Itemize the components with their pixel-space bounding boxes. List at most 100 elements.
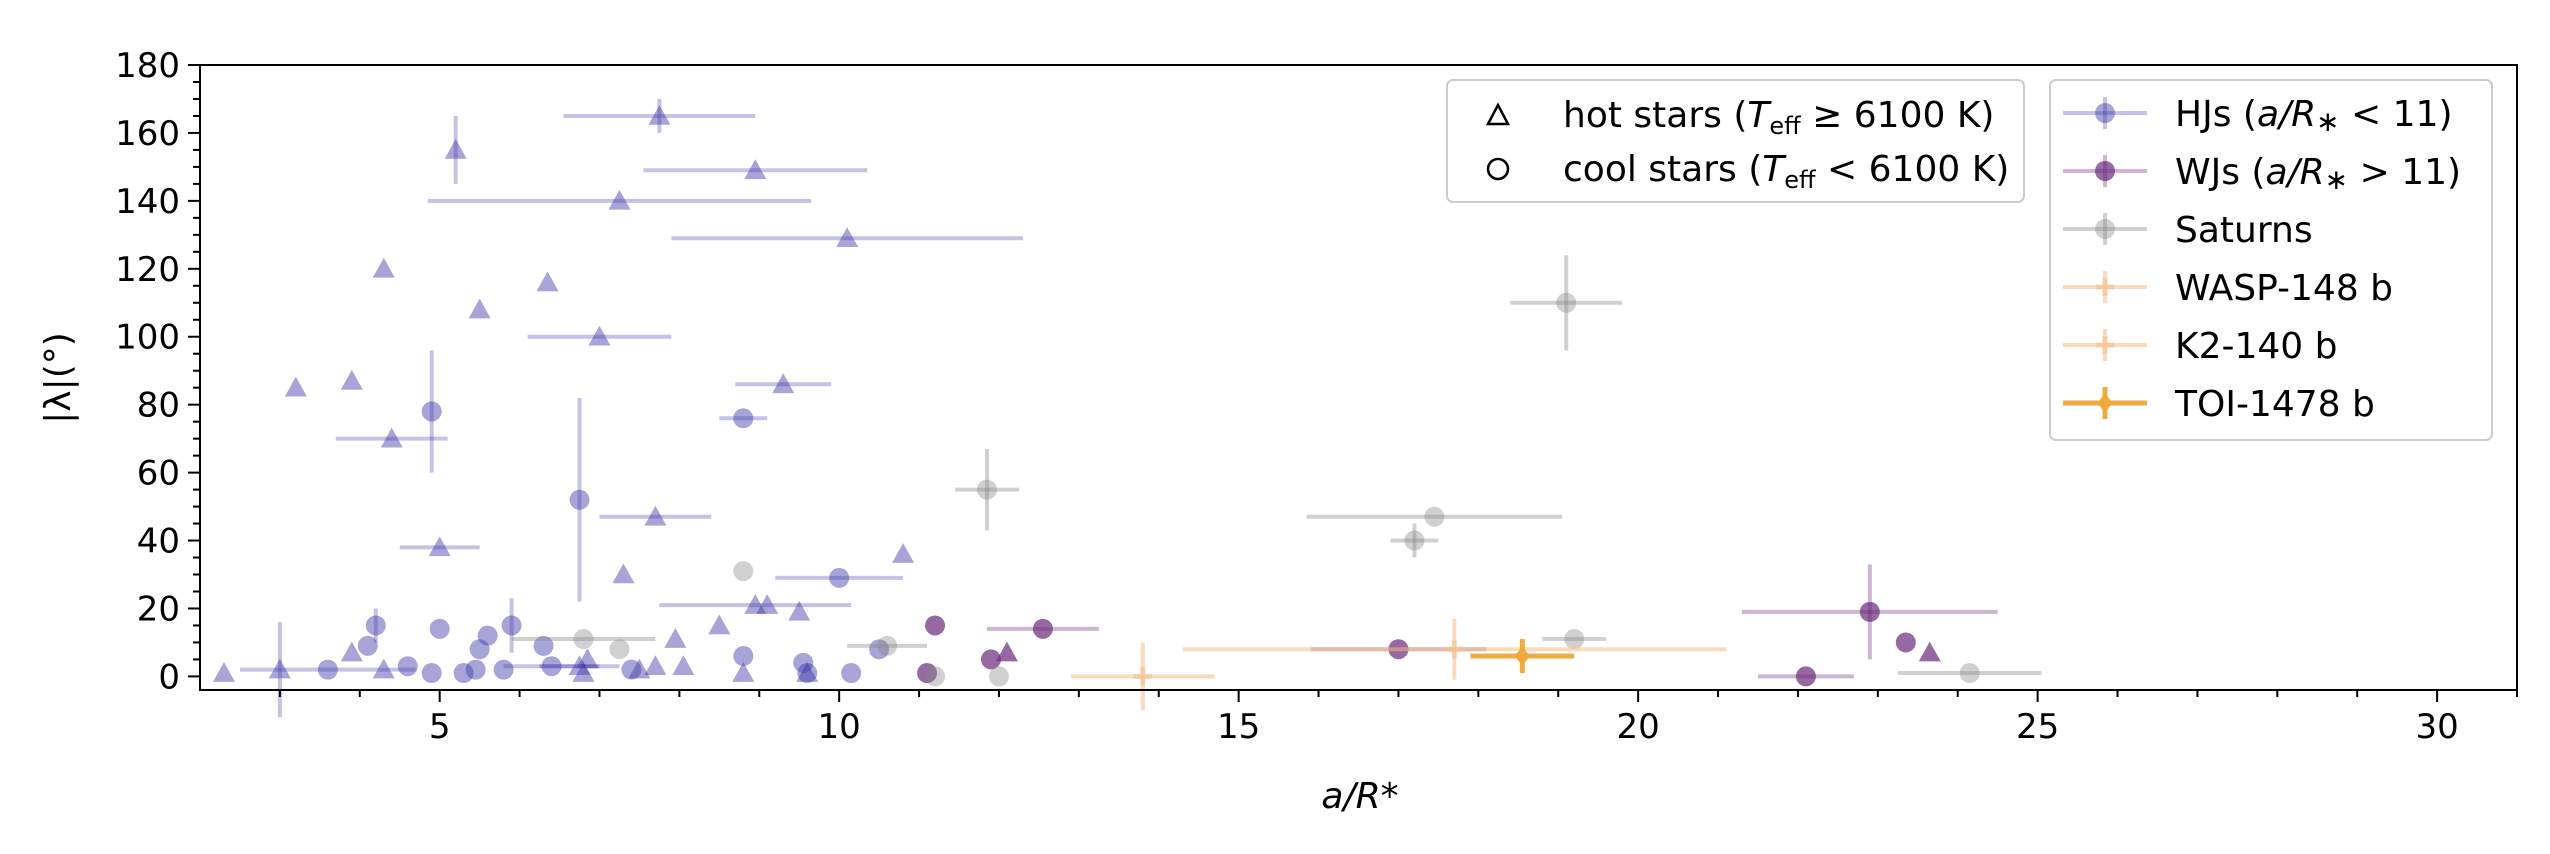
k2140-point-0: [1070, 642, 1215, 711]
wj-marker: [980, 649, 1001, 670]
hj-marker: [493, 659, 514, 680]
hj-marker: [568, 655, 591, 676]
hj-marker: [621, 659, 642, 680]
hj-point-23: [501, 598, 522, 653]
y-tick-label: 0: [158, 657, 180, 697]
hj-point-17: [453, 663, 474, 684]
hj-point-36: [599, 505, 712, 526]
hj-point-7: [365, 608, 386, 643]
hj-marker: [340, 641, 363, 662]
hj-marker: [608, 189, 631, 210]
hj-point-57: [892, 543, 915, 563]
marker-legend: hot stars (Teff​ ≥ 6100 K) cool stars (Te…: [1446, 79, 2025, 203]
hj-marker: [397, 656, 418, 677]
hj-point-11: [397, 656, 418, 677]
hj-marker: [429, 618, 450, 639]
hj-marker: [444, 138, 467, 159]
hj-point-50: [793, 652, 814, 673]
saturn-point-6: [988, 666, 1009, 687]
saturn-point-3: [847, 635, 928, 656]
hj-point-43: [733, 646, 754, 667]
hj-point-14: [429, 618, 450, 639]
hj-point-47: [756, 594, 779, 614]
hj-marker: [212, 662, 235, 682]
hj-point-6: [357, 635, 378, 656]
hj-marker: [380, 427, 403, 448]
saturn-point-10: [1542, 629, 1607, 650]
hj-point-13: [421, 350, 442, 473]
wj-point-7: [1742, 564, 1998, 660]
series-hj: [212, 98, 1023, 718]
legend-marker-wasp148: [2096, 278, 2114, 296]
marker-legend-label: hot stars (Teff​ ≥ 6100 K): [1563, 95, 1994, 140]
hj-marker: [796, 662, 819, 682]
hj-point-22: [493, 659, 514, 680]
y-tick-label: 20: [137, 589, 180, 629]
legend-label-hj: HJs (a/R∗​ < 11): [2175, 94, 2453, 138]
y-tick-label: 140: [115, 182, 180, 222]
hj-marker: [372, 257, 395, 278]
triangle-marker-icon: [1485, 102, 1511, 126]
hj-point-33: [612, 563, 635, 584]
wasp148-marker: [1445, 640, 1464, 659]
plot-frame: [199, 64, 2518, 691]
hj-point-30: [576, 648, 599, 669]
saturn-marker: [976, 479, 997, 500]
hj-marker: [365, 615, 386, 636]
saturn-point-2: [733, 561, 754, 582]
x-tick-label: 15: [1217, 707, 1260, 747]
wj-point-1: [925, 615, 946, 636]
wj-marker: [1895, 632, 1916, 653]
hj-point-34: [621, 659, 642, 680]
toi1478-marker: [1514, 646, 1530, 667]
saturn-marker: [1424, 506, 1445, 527]
hj-point-39: [664, 628, 687, 648]
wj-marker: [917, 663, 938, 684]
saturn-marker: [609, 639, 630, 660]
wj-marker: [925, 615, 946, 636]
y-axis-label: |λ|(°): [38, 332, 79, 424]
series-legend: HJs (a/R∗​ < 11) WJs (a/R∗​ > 11) Saturns W…: [2049, 79, 2493, 441]
hj-point-21: [477, 625, 498, 646]
legend-marker-hj: [2095, 103, 2115, 123]
hj-point-49: [788, 600, 811, 621]
hj-point-29: [572, 662, 595, 682]
legend-label-k2140: K2-140 b: [2175, 326, 2338, 367]
hj-marker: [612, 563, 635, 584]
hj-point-9: [372, 658, 395, 679]
series-legend-box: [2049, 79, 2493, 441]
hj-marker: [772, 373, 795, 394]
saturn-point-8: [1306, 506, 1563, 527]
wj-marker: [1859, 601, 1880, 622]
hj-marker: [588, 325, 611, 346]
wj-point-4: [986, 618, 1099, 639]
hj-marker: [421, 401, 442, 422]
y-tick-label: 40: [137, 522, 180, 562]
hj-point-3: [239, 659, 416, 680]
legend-label-wasp148: WASP-148 b: [2175, 268, 2393, 309]
hj-point-37: [644, 655, 667, 676]
hj-point-12: [421, 663, 442, 684]
marker-legend-label: cool stars (Teff​ < 6100 K): [1563, 149, 2009, 194]
wj-point-6: [1757, 666, 1854, 687]
y-tick-label: 100: [115, 318, 180, 358]
hj-marker: [317, 659, 338, 680]
hj-marker: [468, 298, 491, 319]
hj-marker: [340, 369, 363, 390]
series-wj: [917, 564, 1998, 687]
x-tick-label: 20: [1617, 707, 1660, 747]
hj-point-24: [533, 635, 554, 656]
hj-point-15: [399, 536, 480, 557]
hj-marker: [892, 543, 915, 563]
x-tick-label: 30: [2415, 707, 2458, 747]
hj-point-51: [797, 663, 818, 684]
legend-label-saturn: Saturns: [2175, 210, 2313, 251]
legend-marker-wj: [2095, 161, 2115, 181]
hj-marker: [477, 625, 498, 646]
hj-point-44: [732, 662, 755, 682]
saturn-marker: [925, 666, 946, 687]
hj-point-4: [340, 369, 363, 390]
y-tick-label: 80: [137, 386, 180, 426]
